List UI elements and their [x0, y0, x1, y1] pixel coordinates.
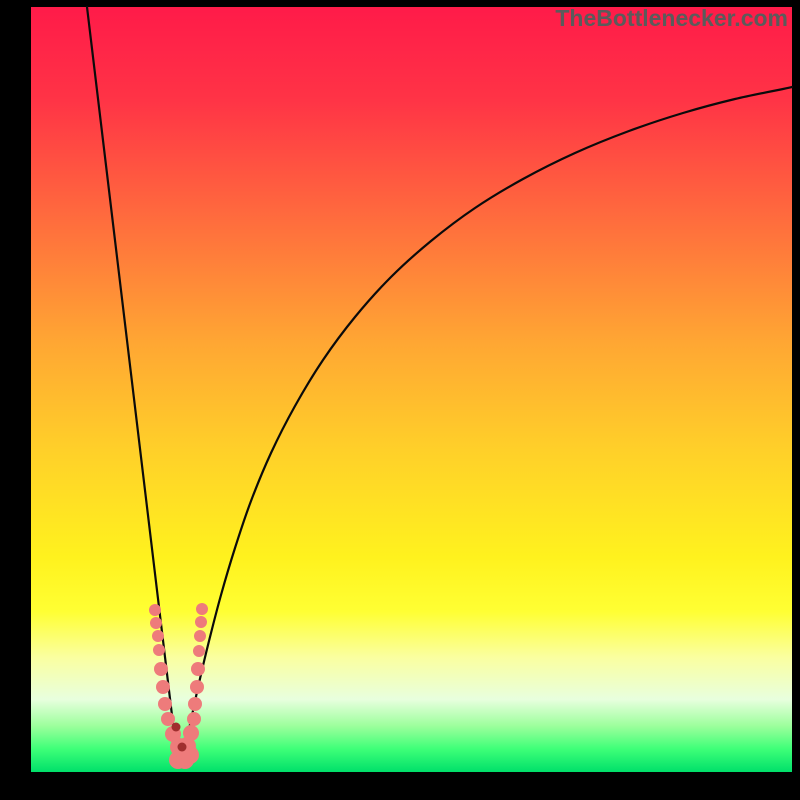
- bottleneck-curve-svg: [31, 7, 792, 772]
- plot-area: [31, 7, 792, 772]
- chart-frame: TheBottlenecker.com: [0, 0, 800, 800]
- watermark-text: TheBottlenecker.com: [555, 5, 788, 32]
